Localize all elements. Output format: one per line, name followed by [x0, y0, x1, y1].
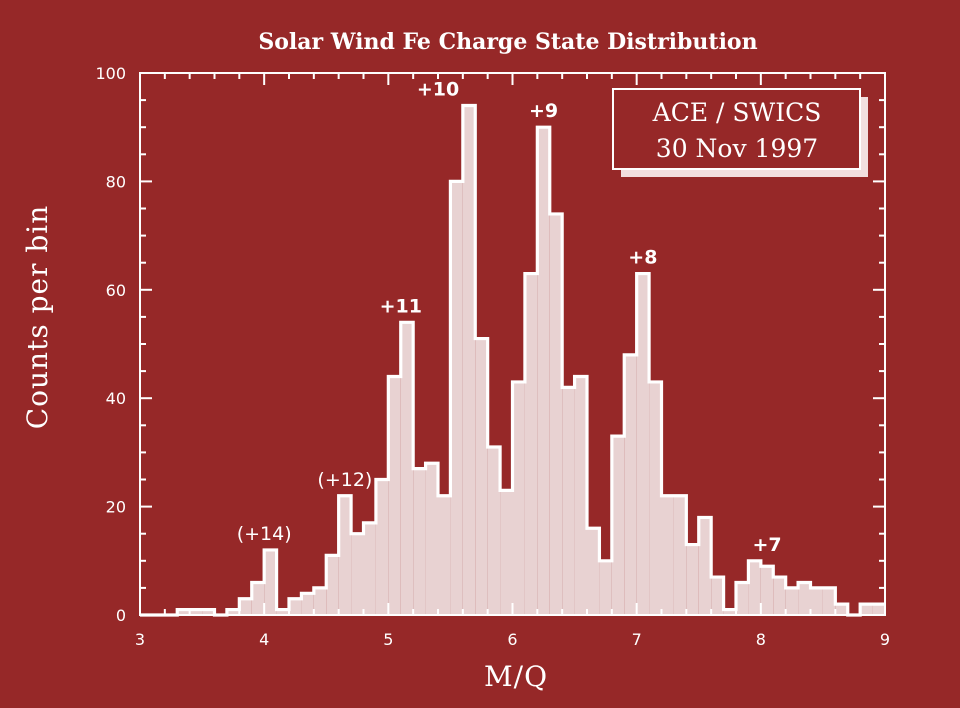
histogram-bar	[351, 534, 363, 615]
histogram-bar	[637, 274, 649, 615]
y-tick-label: 100	[95, 64, 126, 83]
charge-state-label: +11	[380, 295, 422, 317]
histogram-chart: Solar Wind Fe Charge State Distribution …	[0, 0, 960, 708]
y-tick-label: 20	[106, 498, 126, 517]
histogram-bar	[711, 577, 723, 615]
histogram-bar	[624, 355, 636, 615]
x-tick-label: 4	[259, 630, 269, 649]
histogram-bar	[450, 181, 462, 615]
y-tick-label: 0	[116, 606, 126, 625]
chart-title: Solar Wind Fe Charge State Distribution	[258, 29, 757, 55]
histogram-bar	[314, 588, 326, 615]
histogram-bar	[575, 377, 587, 615]
charge-state-label: +9	[529, 100, 558, 122]
histogram-bar	[860, 604, 872, 615]
charge-state-label: +10	[417, 79, 459, 101]
histogram-bar	[674, 496, 686, 615]
histogram-bar	[264, 550, 276, 615]
histogram-bar	[376, 480, 388, 616]
x-tick-label: 8	[756, 630, 766, 649]
histogram-bar	[525, 274, 537, 615]
histogram-bar	[662, 496, 674, 615]
histogram-bar	[388, 377, 400, 615]
histogram-bar	[438, 496, 450, 615]
histogram-bar	[612, 436, 624, 615]
charge-state-label: (+14)	[237, 523, 292, 545]
histogram-bar	[748, 561, 760, 615]
histogram-bar	[426, 463, 438, 615]
charge-state-label: (+12)	[317, 469, 372, 491]
x-tick-label: 7	[632, 630, 642, 649]
histogram-bar	[811, 588, 823, 615]
histogram-bar	[873, 604, 885, 615]
histogram-bar	[537, 127, 549, 615]
histogram-bar	[649, 382, 661, 615]
y-axis-label: Counts per bin	[21, 205, 54, 430]
histogram-bar	[823, 588, 835, 615]
histogram-bar	[488, 447, 500, 615]
histogram-bar	[761, 566, 773, 615]
histogram-bar	[587, 528, 599, 615]
histogram-bar	[326, 555, 338, 615]
histogram-bar	[475, 339, 487, 615]
histogram-bar	[500, 490, 512, 615]
histogram-bar	[736, 582, 748, 615]
histogram-bar	[835, 604, 847, 615]
charge-state-label: +8	[628, 247, 657, 269]
histogram-bar	[239, 599, 251, 615]
y-tick-label: 60	[106, 281, 126, 300]
histogram-bar	[413, 469, 425, 615]
histogram-bar	[786, 588, 798, 615]
y-tick-label: 80	[106, 172, 126, 191]
legend-date: 30 Nov 1997	[656, 134, 818, 163]
y-tick-label: 40	[106, 389, 126, 408]
x-axis-label: M/Q	[484, 660, 548, 693]
histogram-bar	[550, 214, 562, 615]
histogram-bar	[339, 496, 351, 615]
charge-state-label: +7	[752, 534, 781, 556]
histogram-bar	[773, 577, 785, 615]
x-tick-label: 6	[507, 630, 517, 649]
histogram-bar	[562, 387, 574, 615]
histogram-bar	[599, 561, 611, 615]
histogram-bar	[463, 106, 475, 615]
x-tick-label: 9	[880, 630, 890, 649]
histogram-bar	[798, 582, 810, 615]
legend-instrument: ACE / SWICS	[652, 98, 822, 127]
x-tick-label: 3	[135, 630, 145, 649]
histogram-bar	[699, 517, 711, 615]
histogram-bar	[686, 545, 698, 615]
histogram-bar	[364, 523, 376, 615]
x-tick-label: 5	[383, 630, 393, 649]
histogram-bar	[301, 593, 313, 615]
legend-box: ACE / SWICS 30 Nov 1997	[613, 89, 868, 177]
histogram-bar	[401, 322, 413, 615]
histogram-bar	[252, 582, 264, 615]
histogram-bar	[289, 599, 301, 615]
histogram-bar	[513, 382, 525, 615]
